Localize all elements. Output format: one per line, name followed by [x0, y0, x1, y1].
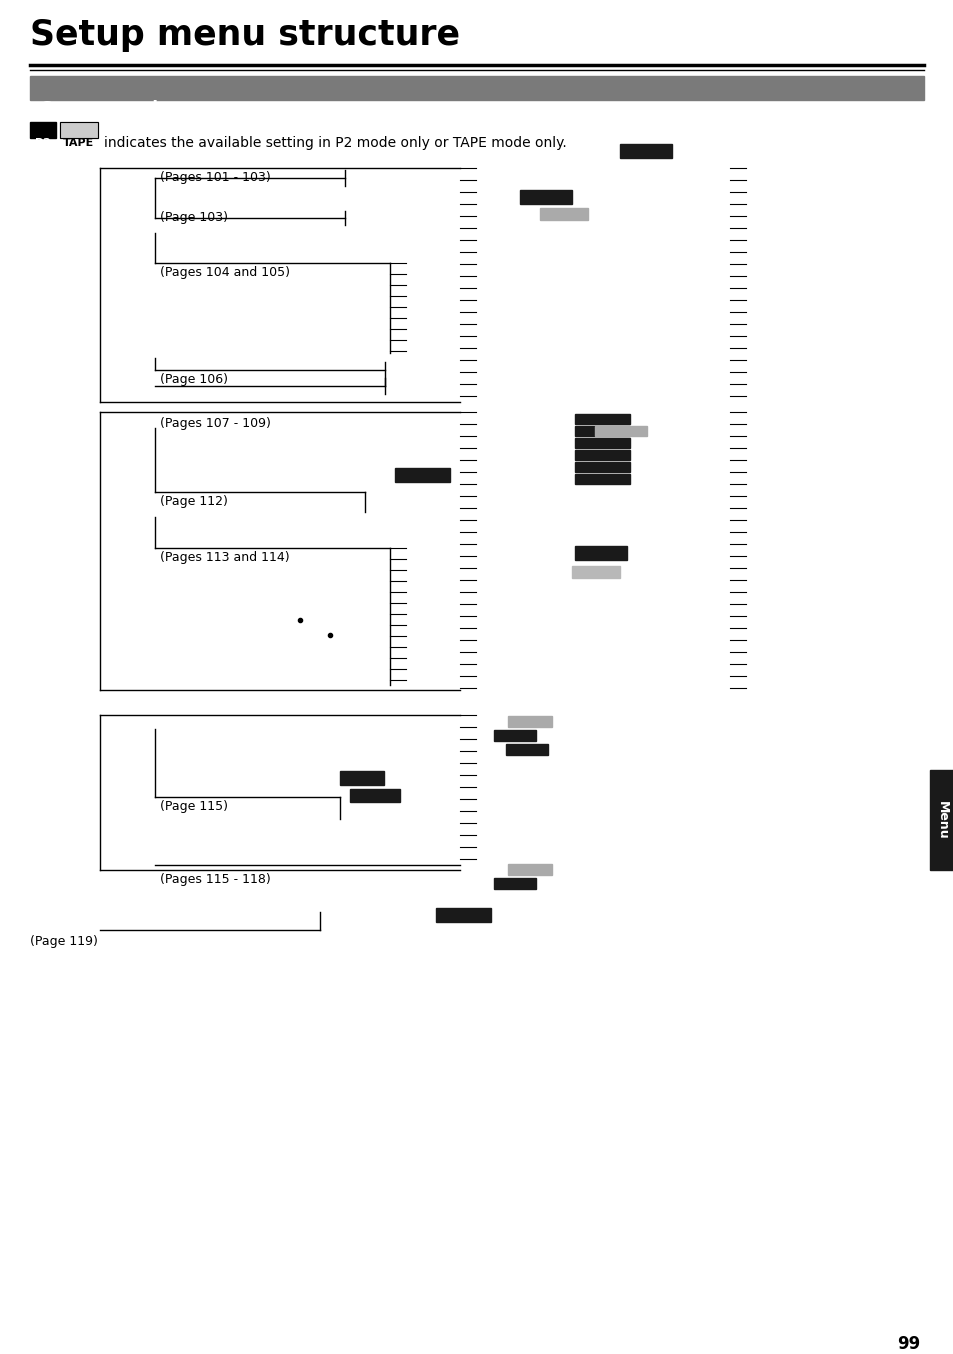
- Text: 99: 99: [896, 1335, 919, 1353]
- Text: (Pages 101 - 103): (Pages 101 - 103): [160, 171, 271, 184]
- Bar: [30, 76, 923, 100]
- Bar: [539, 209, 587, 219]
- Bar: [929, 770, 953, 871]
- Bar: [60, 122, 98, 138]
- Text: (Page 112): (Page 112): [160, 496, 228, 508]
- Bar: [575, 414, 629, 424]
- Bar: [60, 122, 98, 138]
- Bar: [436, 909, 491, 922]
- Bar: [575, 546, 626, 561]
- Bar: [507, 716, 552, 727]
- Bar: [575, 427, 629, 436]
- Bar: [619, 144, 671, 158]
- Text: Setup menu structure: Setup menu structure: [30, 18, 459, 51]
- Bar: [505, 743, 547, 756]
- Bar: [507, 864, 552, 875]
- Bar: [572, 566, 619, 578]
- Bar: [339, 770, 384, 785]
- Text: indicates the available setting in P2 mode only or TAPE mode only.: indicates the available setting in P2 mo…: [104, 135, 566, 150]
- Bar: [494, 730, 536, 741]
- Bar: [575, 474, 629, 483]
- Bar: [575, 450, 629, 460]
- Text: TAPE: TAPE: [63, 138, 94, 148]
- Bar: [494, 877, 536, 890]
- Bar: [595, 427, 646, 436]
- Text: (Pages 107 - 109): (Pages 107 - 109): [160, 417, 271, 431]
- Bar: [350, 789, 399, 802]
- Bar: [575, 462, 629, 473]
- Text: (Page 103): (Page 103): [160, 211, 228, 223]
- Text: Menu: Menu: [935, 800, 947, 839]
- Text: (Page 115): (Page 115): [160, 800, 228, 812]
- Bar: [395, 468, 450, 482]
- Bar: [30, 122, 56, 138]
- Text: (Page 119): (Page 119): [30, 936, 98, 948]
- Text: (Pages 113 and 114): (Pages 113 and 114): [160, 551, 290, 565]
- Text: (Page 106): (Page 106): [160, 372, 228, 386]
- Bar: [519, 190, 572, 204]
- Text: (Pages 115 - 118): (Pages 115 - 118): [160, 873, 271, 886]
- Bar: [575, 437, 629, 448]
- Text: P2: P2: [35, 138, 51, 148]
- Text: Camera mode menu: Camera mode menu: [40, 100, 227, 118]
- Text: (Pages 104 and 105): (Pages 104 and 105): [160, 265, 290, 279]
